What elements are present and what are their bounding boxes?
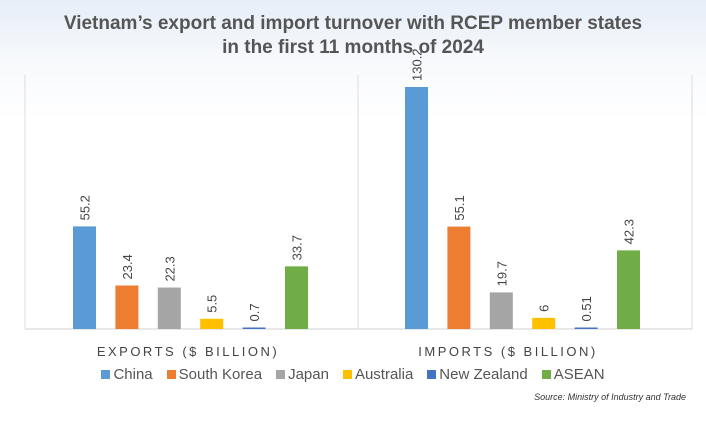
bar-asean (285, 266, 308, 329)
data-label: 19.7 (494, 261, 509, 286)
bar-australia (532, 317, 556, 329)
bar-china (73, 226, 96, 329)
category-label: IMPORTS ($ BILLION) (418, 344, 597, 359)
category-label: EXPORTS ($ BILLION) (97, 344, 279, 359)
bar-australia (200, 318, 224, 329)
bar-japan (157, 287, 181, 329)
legend-item: Japan (276, 366, 329, 383)
data-label: 23.4 (120, 254, 135, 279)
bar-china (405, 87, 428, 329)
legend-swatch (166, 370, 176, 379)
data-label: 0.7 (247, 303, 262, 321)
chart-title: Vietnam’s export and import turnover wit… (0, 12, 706, 60)
data-label: 55.2 (78, 195, 93, 220)
legend-label: Australia (354, 366, 414, 383)
legend-item: New Zealand (427, 366, 528, 383)
data-label: 0.51 (579, 296, 594, 321)
legend-swatch (101, 370, 111, 379)
data-label: 22.3 (162, 256, 177, 281)
legend-item: China (101, 366, 153, 383)
bar-south-korea (447, 226, 471, 329)
bar-japan (489, 292, 513, 329)
source-note: Source: Ministry of Industry and Trade (534, 392, 686, 402)
legend-label: New Zealand (439, 366, 528, 383)
legend-swatch (276, 370, 286, 379)
title-line-2: in the first 11 months of 2024 (222, 37, 484, 58)
bar-new-zealand (242, 327, 266, 329)
data-label: 6 (537, 305, 552, 312)
bar-new-zealand (574, 327, 598, 329)
data-label: 55.1 (452, 195, 467, 220)
bar-south-korea (115, 285, 139, 329)
data-label: 33.7 (290, 235, 305, 260)
bar-asean (617, 250, 640, 329)
legend-label: Japan (288, 366, 329, 383)
legend-item: ASEAN (541, 366, 605, 383)
legend-item: Australia (342, 366, 414, 383)
legend-swatch (541, 370, 551, 379)
title-line-1: Vietnam’s export and import turnover wit… (63, 13, 643, 34)
legend-label: China (113, 366, 153, 383)
legend-item: South Korea (166, 366, 263, 383)
data-label: 42.3 (622, 219, 637, 244)
legend-label: South Korea (178, 366, 263, 383)
data-label: 130.2 (410, 48, 425, 81)
legend-swatch (427, 370, 437, 379)
data-label: 5.5 (205, 295, 220, 313)
legend-swatch (342, 370, 352, 379)
legend-label: ASEAN (553, 366, 605, 383)
legend: China South Korea Japan Australia New Zealan… (0, 366, 706, 383)
